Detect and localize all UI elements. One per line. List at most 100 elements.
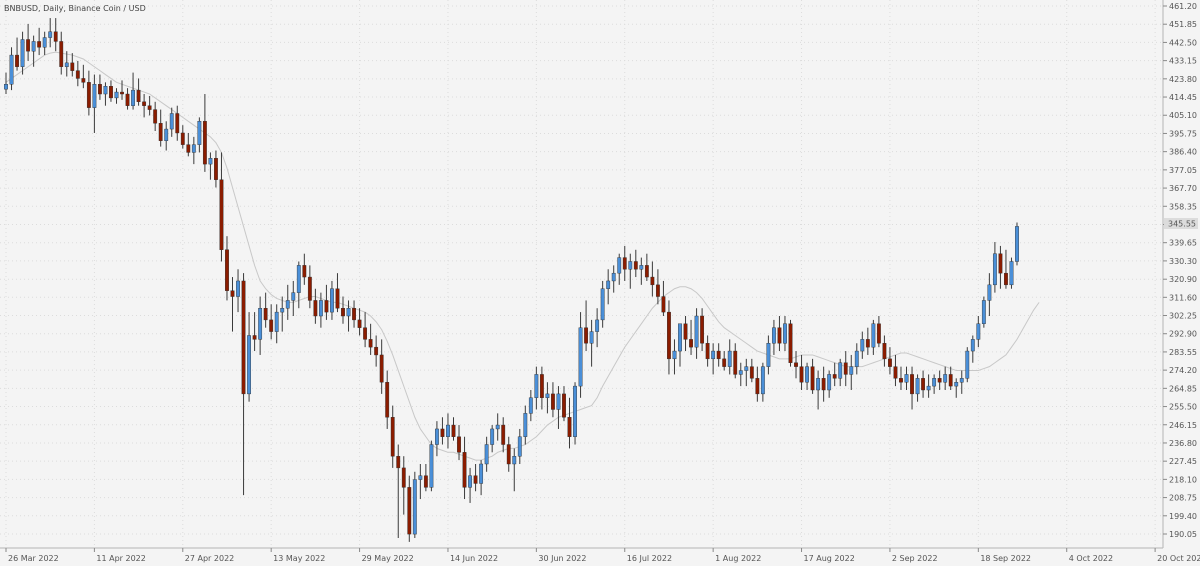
candle: [490, 425, 495, 453]
candle: [346, 300, 351, 332]
y-axis: 461.20 451.85 442.50 433.15 423.80 414.45 405.…: [1162, 0, 1197, 548]
candle: [667, 300, 671, 375]
candle: [981, 296, 986, 328]
candle: [473, 463, 478, 492]
candle: [484, 436, 489, 472]
candle: [285, 284, 290, 320]
candle: [114, 88, 119, 104]
candle: [987, 273, 992, 317]
candle: [247, 312, 251, 402]
candle: [970, 335, 975, 363]
y-tick-label: 246.15: [1169, 421, 1197, 430]
candle: [208, 152, 213, 180]
candle: [341, 296, 345, 324]
candle: [766, 335, 771, 375]
candle: [457, 425, 461, 461]
candle: [595, 308, 600, 348]
candle: [98, 74, 102, 100]
last-price-tag: 345.55: [1164, 218, 1198, 229]
candle: [832, 362, 837, 387]
candle: [396, 444, 401, 538]
candle: [479, 460, 484, 496]
candle: [462, 436, 467, 500]
candle: [252, 312, 257, 352]
candle: [838, 358, 843, 387]
x-tick-label: 20 Oct 2022: [1157, 554, 1200, 563]
candle: [705, 335, 710, 367]
y-tick-label: 461.20: [1169, 2, 1197, 11]
candle: [4, 72, 8, 95]
candle: [385, 370, 390, 429]
candle: [175, 105, 180, 141]
x-tick-label: 26 Mar 2022: [8, 554, 59, 563]
candle: [551, 382, 555, 418]
y-tick-label: 377.05: [1169, 166, 1197, 175]
y-tick-label: 358.35: [1169, 202, 1197, 211]
candle: [219, 152, 224, 262]
candle: [799, 354, 804, 390]
candle: [142, 94, 147, 118]
candle: [164, 121, 169, 151]
candle: [20, 31, 25, 75]
y-tick-label: 320.90: [1169, 275, 1197, 284]
candle: [307, 265, 312, 309]
last-price-label: 345.55: [1168, 220, 1196, 229]
candle: [738, 362, 743, 387]
x-tick-label: 11 Apr 2022: [96, 554, 145, 563]
candle: [269, 304, 274, 340]
candle: [236, 269, 240, 313]
y-tick-label: 339.65: [1169, 239, 1197, 248]
candle: [70, 53, 75, 77]
y-tick-label: 311.60: [1169, 293, 1197, 302]
candle: [893, 354, 898, 387]
candle: [722, 351, 727, 371]
candle: [330, 280, 334, 320]
candle: [214, 150, 218, 188]
chart-title: BNBUSD, Daily, Binance Coin / USD: [4, 4, 146, 13]
candle: [926, 374, 931, 398]
y-tick-label: 442.50: [1169, 38, 1197, 47]
candle: [639, 257, 644, 285]
x-tick-label: 17 Aug 2022: [804, 554, 855, 563]
y-tick-label: 255.50: [1169, 403, 1197, 412]
candle: [573, 382, 577, 445]
y-tick-label: 405.10: [1169, 111, 1197, 120]
candle: [849, 354, 854, 390]
candle: [9, 47, 14, 91]
candle: [899, 366, 903, 390]
candle: [805, 362, 809, 390]
candle: [744, 358, 749, 387]
candle: [202, 94, 207, 172]
grid: [0, 0, 1163, 548]
candle: [302, 253, 307, 285]
candle: [959, 370, 964, 394]
candle: [678, 323, 682, 367]
candle: [921, 370, 925, 398]
candle: [363, 312, 368, 348]
candle: [1009, 257, 1014, 289]
candle: [291, 280, 296, 317]
y-tick-label: 423.80: [1169, 75, 1197, 84]
y-tick-label: 395.75: [1169, 129, 1197, 138]
candle: [501, 417, 506, 453]
x-tick-label: 27 Apr 2022: [185, 554, 234, 563]
candle: [407, 475, 412, 542]
candle: [280, 296, 285, 332]
candle: [64, 51, 69, 77]
candle: [611, 265, 616, 293]
y-tick-label: 208.75: [1169, 494, 1197, 503]
candle: [324, 284, 329, 320]
candle: [562, 386, 566, 422]
candle: [81, 64, 86, 89]
candle: [53, 18, 58, 52]
candle: [517, 428, 522, 464]
candle: [136, 78, 141, 106]
candle: [816, 370, 821, 410]
candle: [158, 109, 163, 147]
candle: [882, 335, 887, 367]
candle: [534, 366, 539, 410]
candle: [589, 319, 594, 367]
candle: [755, 366, 760, 402]
candle: [932, 374, 937, 394]
